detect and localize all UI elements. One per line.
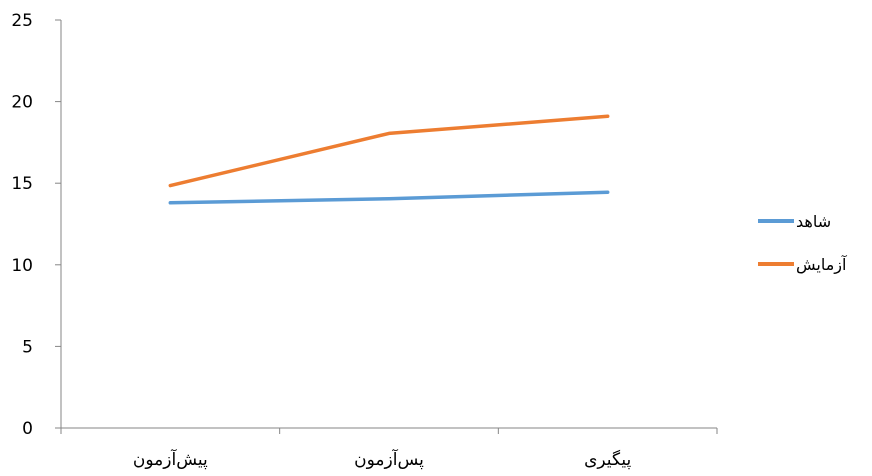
y-tick-label: 5 xyxy=(22,337,33,357)
legend: شاهد آزمایش xyxy=(758,210,846,296)
x-tick-label: پس‌آزمون xyxy=(354,448,424,470)
series-line-1 xyxy=(168,190,610,205)
legend-label: شاهد xyxy=(796,211,832,231)
series-lines xyxy=(168,114,610,205)
x-tick-label: پیگیری xyxy=(584,449,631,470)
legend-swatch xyxy=(758,219,794,223)
legend-item-series-1: شاهد xyxy=(758,210,846,232)
y-tick-label: 20 xyxy=(11,93,33,113)
y-axis-ticks: 0 5 10 15 20 25 xyxy=(11,11,61,439)
y-tick-label: 0 xyxy=(22,419,33,439)
y-tick-label: 25 xyxy=(11,11,33,31)
series-line-2 xyxy=(168,114,610,188)
y-tick-label: 15 xyxy=(11,174,33,194)
x-tick-label: پیش‌آزمون xyxy=(133,448,208,470)
axes xyxy=(60,20,717,429)
legend-label: آزمایش xyxy=(796,254,847,274)
legend-swatch xyxy=(758,262,794,266)
legend-item-series-2: آزمایش xyxy=(758,253,846,275)
y-tick-label: 10 xyxy=(11,256,33,276)
x-axis-ticks: پیش‌آزمون پس‌آزمون پیگیری xyxy=(60,428,718,470)
